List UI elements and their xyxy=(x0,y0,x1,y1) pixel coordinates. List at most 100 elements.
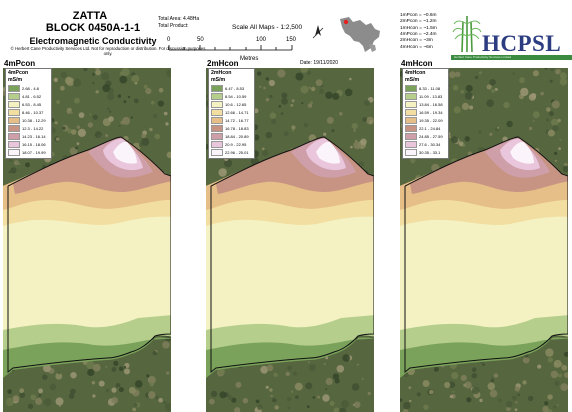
tree-canopy xyxy=(400,398,403,402)
tree-canopy xyxy=(303,122,309,128)
tree-canopy xyxy=(113,360,119,366)
tree-canopy xyxy=(554,159,557,162)
tree-canopy xyxy=(234,407,241,412)
tree-canopy xyxy=(532,111,540,119)
tree-canopy xyxy=(154,395,159,400)
tree-canopy xyxy=(517,393,520,397)
tree-canopy xyxy=(551,100,560,109)
legend-range: 19.35 - 22.09 xyxy=(419,117,443,123)
tree-canopy xyxy=(402,408,409,412)
tree-canopy xyxy=(553,359,562,368)
tree-canopy xyxy=(27,403,34,409)
legend-swatch xyxy=(405,133,417,141)
legend-entry: 16.78 - 18.83 xyxy=(209,124,254,133)
tree-canopy xyxy=(150,100,155,105)
tree-canopy xyxy=(315,79,323,87)
tree-canopy xyxy=(133,402,138,407)
tree-canopy xyxy=(219,391,227,399)
legend-swatch xyxy=(8,108,20,116)
tree-canopy xyxy=(471,367,477,373)
tree-canopy xyxy=(325,377,333,386)
legend-unit: mS/m xyxy=(405,76,420,83)
tree-canopy xyxy=(66,128,73,134)
tree-canopy xyxy=(429,389,434,395)
tree-canopy xyxy=(162,341,170,349)
tree-canopy xyxy=(336,365,345,373)
legend-entry: 18.07 - 19.99 xyxy=(6,149,51,157)
tree-canopy xyxy=(493,373,499,378)
legend-range: 6.53 - 8.45 xyxy=(22,101,42,107)
conductivity-zone xyxy=(206,337,374,378)
tree-canopy xyxy=(166,151,171,159)
tree-canopy xyxy=(263,86,266,90)
tree-canopy xyxy=(277,69,286,78)
tree-canopy xyxy=(268,79,275,87)
tree-canopy xyxy=(148,391,156,399)
legend-range: 27.6 - 30.34 xyxy=(419,142,441,148)
legend-swatch xyxy=(405,116,417,124)
tree-canopy xyxy=(257,404,263,410)
tree-canopy xyxy=(43,364,51,373)
tree-canopy xyxy=(514,386,520,392)
tree-canopy xyxy=(452,390,455,393)
sugarcane-logo-icon xyxy=(452,16,482,53)
tree-canopy xyxy=(323,132,327,136)
tree-canopy xyxy=(323,362,327,366)
map-date: Date: 19/11/2020 xyxy=(300,60,338,66)
depth-note: 1mHcon = ~1.5m xyxy=(400,25,437,31)
tree-canopy xyxy=(423,404,429,411)
tree-canopy xyxy=(559,77,568,86)
tree-canopy xyxy=(449,71,456,79)
tree-canopy xyxy=(280,112,284,115)
tree-canopy xyxy=(339,112,343,116)
tree-canopy xyxy=(557,373,563,378)
tree-canopy xyxy=(532,70,539,77)
tree-canopy xyxy=(25,162,30,168)
tree-canopy xyxy=(553,405,557,409)
tree-canopy xyxy=(145,88,152,95)
tree-canopy xyxy=(563,162,568,167)
tree-canopy xyxy=(274,405,279,410)
tree-canopy xyxy=(5,397,14,406)
tree-canopy xyxy=(218,168,227,177)
tree-canopy xyxy=(74,97,80,104)
legend-range: 22.1 - 24.84 xyxy=(419,126,441,132)
tree-canopy xyxy=(334,378,340,384)
tree-canopy xyxy=(73,78,82,87)
legend-entry: 18.84 - 20.89 xyxy=(209,133,254,141)
scale-unit: Metres xyxy=(240,56,259,62)
tree-canopy xyxy=(486,99,494,107)
tree-canopy xyxy=(290,390,294,393)
copyright-notice: © Herbert Cane Productivity Services Ltd… xyxy=(10,46,206,56)
tree-canopy xyxy=(361,378,364,381)
tree-canopy xyxy=(363,99,371,107)
tree-canopy xyxy=(208,398,215,405)
tree-canopy xyxy=(95,69,101,76)
tree-canopy xyxy=(278,104,282,108)
legend-entry: 19.35 - 22.09 xyxy=(403,116,448,124)
tree-canopy xyxy=(10,167,17,174)
legend-range: 30.35 - 33.1 xyxy=(419,150,441,156)
tree-canopy xyxy=(338,407,347,412)
tree-canopy xyxy=(109,110,112,113)
tree-canopy xyxy=(122,116,131,125)
tree-canopy xyxy=(98,380,105,387)
tree-canopy xyxy=(294,382,303,391)
tree-canopy xyxy=(87,368,95,377)
tree-canopy xyxy=(332,92,340,100)
tree-canopy xyxy=(224,159,233,168)
tree-canopy xyxy=(478,130,482,134)
tree-canopy xyxy=(266,364,274,372)
legend-entry: 12.3 - 14.22 xyxy=(6,124,51,133)
tree-canopy xyxy=(75,146,78,150)
tree-canopy xyxy=(451,136,458,144)
tree-canopy xyxy=(106,107,110,111)
legend-range: 12.66 - 14.71 xyxy=(225,109,249,115)
tree-canopy xyxy=(489,79,496,86)
legend-entry: 22.1 - 24.84 xyxy=(403,124,448,133)
tree-canopy xyxy=(255,399,260,404)
tree-canopy xyxy=(563,372,568,378)
legend-swatch xyxy=(8,116,20,124)
tree-canopy xyxy=(559,138,562,141)
tree-canopy xyxy=(60,71,67,78)
